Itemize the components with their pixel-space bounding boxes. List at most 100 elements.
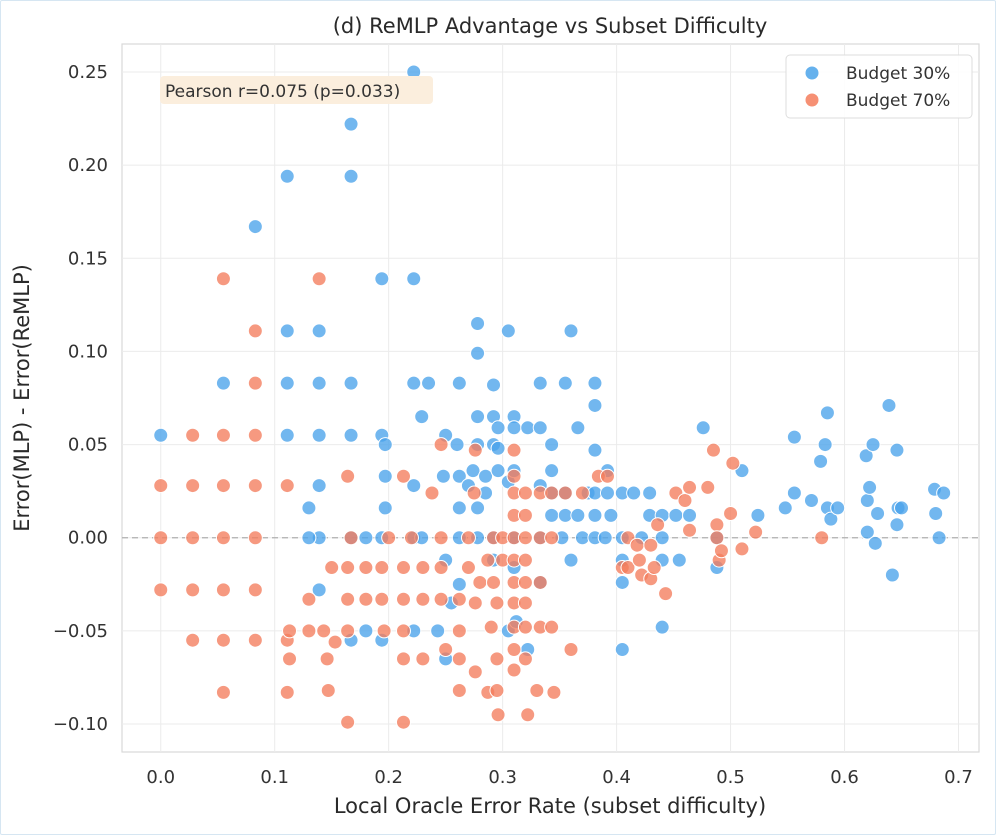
legend-box bbox=[785, 54, 973, 119]
data-point bbox=[320, 683, 336, 699]
data-point bbox=[489, 595, 505, 611]
data-point bbox=[506, 442, 522, 458]
data-point bbox=[819, 405, 835, 421]
legend-label-budget-30: Budget 30% bbox=[846, 64, 950, 84]
chart-title: (d) ReMLP Advantage vs Subset Difficulty bbox=[333, 14, 768, 38]
data-point bbox=[282, 651, 298, 667]
data-point bbox=[215, 632, 231, 648]
data-point bbox=[506, 642, 522, 658]
data-point bbox=[544, 507, 560, 523]
data-point bbox=[247, 427, 263, 443]
data-point bbox=[377, 500, 393, 516]
data-point bbox=[517, 507, 533, 523]
data-point bbox=[517, 595, 533, 611]
series-budget-70 bbox=[153, 271, 830, 730]
data-point bbox=[889, 517, 905, 533]
data-point bbox=[517, 574, 533, 590]
data-point bbox=[279, 684, 295, 700]
data-point bbox=[614, 642, 630, 658]
data-point bbox=[928, 506, 944, 522]
data-point bbox=[472, 574, 488, 590]
data-point bbox=[340, 623, 356, 639]
data-point bbox=[614, 574, 630, 590]
y-tick-label: 0.10 bbox=[68, 341, 108, 362]
data-point bbox=[215, 582, 231, 598]
data-point bbox=[884, 567, 900, 583]
data-point bbox=[587, 442, 603, 458]
data-point bbox=[279, 478, 295, 494]
data-point bbox=[489, 683, 505, 699]
data-point bbox=[415, 560, 431, 576]
data-point bbox=[723, 506, 739, 522]
data-point bbox=[529, 683, 545, 699]
data-point bbox=[563, 552, 579, 568]
legend-marker-budget-30 bbox=[804, 65, 820, 81]
data-point bbox=[936, 485, 952, 501]
data-point bbox=[803, 492, 819, 508]
data-point bbox=[631, 552, 647, 568]
data-point bbox=[449, 437, 465, 453]
data-point bbox=[486, 574, 502, 590]
data-point bbox=[374, 271, 390, 287]
data-point bbox=[301, 500, 317, 516]
data-point bbox=[376, 623, 392, 639]
data-point bbox=[603, 507, 619, 523]
data-point bbox=[282, 623, 298, 639]
data-point bbox=[215, 684, 231, 700]
data-point bbox=[587, 397, 603, 413]
data-point bbox=[931, 530, 947, 546]
data-point bbox=[500, 323, 516, 339]
data-point bbox=[587, 485, 603, 501]
data-point bbox=[544, 463, 560, 479]
data-point bbox=[643, 537, 659, 553]
data-point bbox=[451, 683, 467, 699]
annotation-text: Pearson r=0.075 (p=0.033) bbox=[165, 82, 400, 102]
data-point bbox=[480, 552, 496, 568]
legend-label-budget-70: Budget 70% bbox=[846, 91, 950, 111]
data-point bbox=[520, 420, 536, 436]
data-point bbox=[517, 485, 533, 501]
data-point bbox=[490, 420, 506, 436]
data-point bbox=[682, 507, 698, 523]
data-point bbox=[466, 485, 482, 501]
data-point bbox=[814, 530, 830, 546]
data-point bbox=[451, 623, 467, 639]
data-point bbox=[279, 375, 295, 391]
data-point bbox=[867, 535, 883, 551]
data-point bbox=[414, 409, 430, 425]
data-point bbox=[279, 427, 295, 443]
data-point bbox=[185, 427, 201, 443]
data-point bbox=[748, 524, 764, 540]
data-point bbox=[433, 437, 449, 453]
data-point bbox=[817, 437, 833, 453]
data-point bbox=[823, 511, 839, 527]
data-point bbox=[343, 168, 359, 184]
x-tick-label: 0.2 bbox=[374, 767, 403, 788]
data-point bbox=[629, 537, 645, 553]
data-point bbox=[451, 375, 467, 391]
data-point bbox=[517, 619, 533, 635]
data-point bbox=[478, 468, 494, 484]
data-point bbox=[490, 707, 506, 723]
data-point bbox=[319, 651, 335, 667]
x-tick-label: 0.3 bbox=[488, 767, 517, 788]
data-point bbox=[358, 623, 374, 639]
data-point bbox=[677, 492, 693, 508]
data-point bbox=[374, 591, 390, 607]
data-point bbox=[467, 442, 483, 458]
data-point bbox=[340, 591, 356, 607]
data-point bbox=[247, 375, 263, 391]
data-point bbox=[587, 375, 603, 391]
data-point bbox=[279, 323, 295, 339]
data-point bbox=[215, 530, 231, 546]
data-point bbox=[395, 714, 411, 730]
data-point bbox=[247, 323, 263, 339]
data-point bbox=[830, 500, 846, 516]
data-point bbox=[395, 468, 411, 484]
data-point bbox=[563, 323, 579, 339]
data-point bbox=[395, 651, 411, 667]
x-tick-label: 0.7 bbox=[944, 767, 973, 788]
y-tick-label: −0.05 bbox=[53, 621, 108, 642]
data-point bbox=[467, 664, 483, 680]
